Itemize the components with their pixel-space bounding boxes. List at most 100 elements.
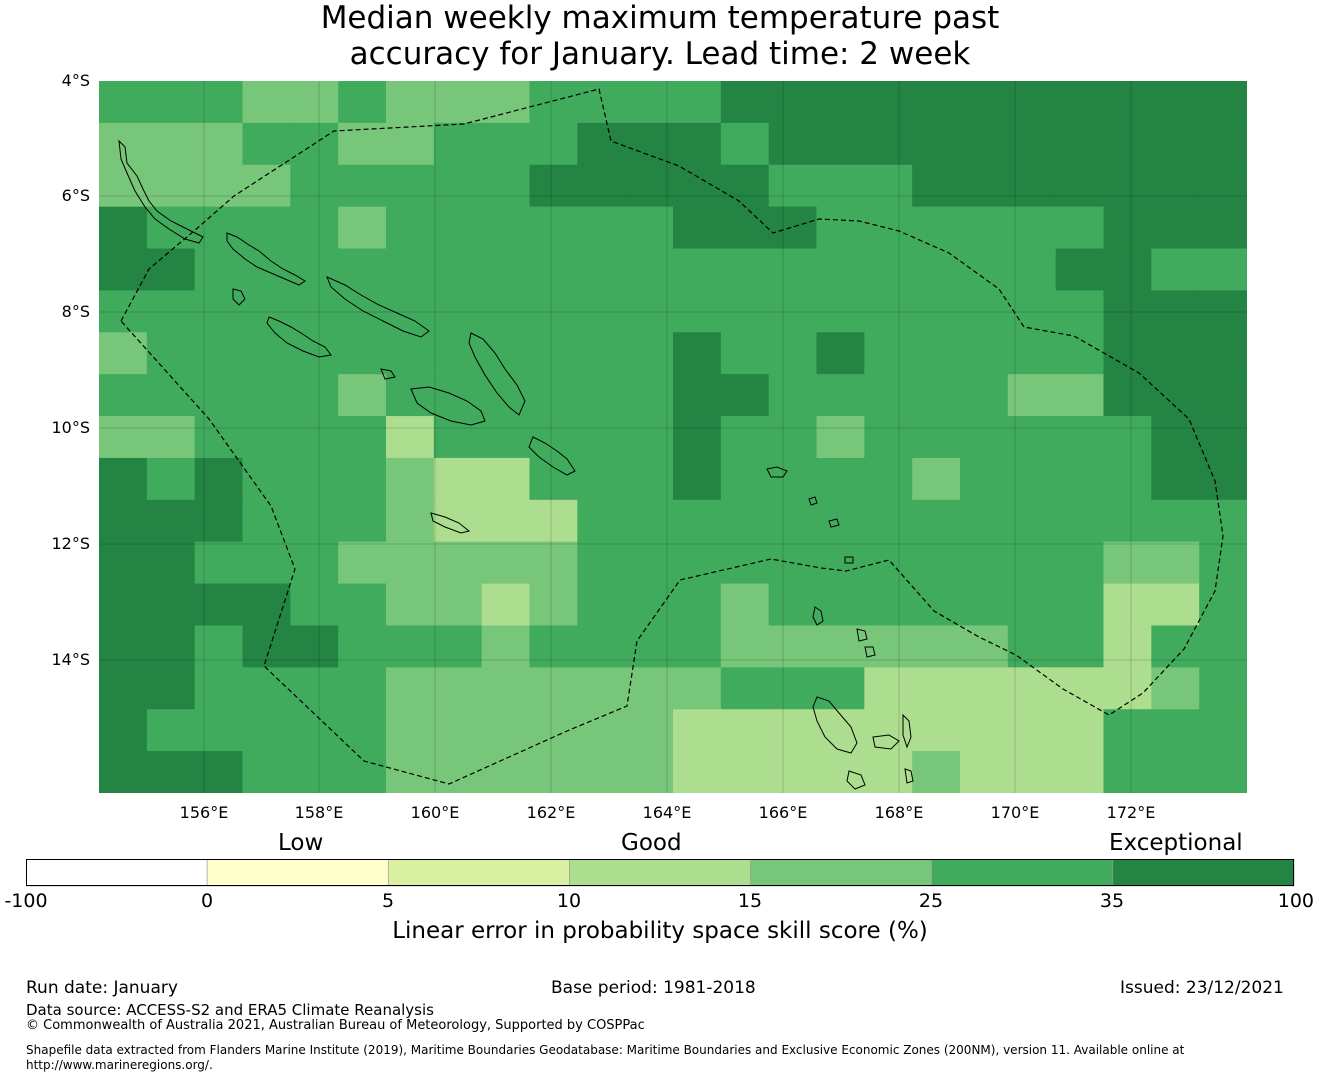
heatmap-cell xyxy=(1055,457,1105,501)
heatmap-cell xyxy=(1199,374,1247,417)
heatmap-cell xyxy=(481,709,531,752)
heatmap-cell xyxy=(1007,416,1057,459)
heatmap-cell xyxy=(1007,122,1057,166)
heatmap-cell xyxy=(768,164,818,208)
heatmap-cell xyxy=(529,751,578,793)
heatmap-cell xyxy=(1199,751,1247,793)
x-tick-label: 162°E xyxy=(526,803,576,822)
malekula-island xyxy=(872,734,900,750)
heatmap-cell xyxy=(338,499,387,543)
heatmap-cell xyxy=(433,541,483,585)
heatmap-cell xyxy=(99,248,148,292)
small-island-east-3 xyxy=(828,518,840,528)
heatmap-cell xyxy=(433,374,483,417)
heatmap-cell xyxy=(768,332,818,375)
heatmap-cell xyxy=(481,248,531,292)
heatmap-cell xyxy=(1103,583,1152,627)
x-tick-label: 158°E xyxy=(294,803,344,822)
heatmap-cell xyxy=(1007,751,1057,793)
heatmap-cell xyxy=(577,290,626,333)
heatmap-cell xyxy=(1199,667,1247,710)
heatmap-cell xyxy=(768,667,818,710)
heatmap-cell xyxy=(816,667,865,710)
title-line-1: Median weekly maximum temperature past xyxy=(320,0,1000,36)
heatmap-cell xyxy=(99,583,148,627)
heatmap-cell xyxy=(338,374,387,417)
heatmap-cell xyxy=(1103,374,1152,417)
heatmap-cell xyxy=(864,81,913,124)
x-tick-label: 168°E xyxy=(874,803,924,822)
heatmap-cell xyxy=(960,416,1009,459)
heatmap-cell xyxy=(146,625,196,668)
heatmap-cell xyxy=(1055,416,1105,459)
heatmap-cell xyxy=(242,206,291,250)
heatmap-cell xyxy=(577,709,626,752)
heatmap-cell xyxy=(1007,81,1057,124)
heatmap-cell xyxy=(577,625,626,668)
heatmap-cell xyxy=(529,499,578,543)
heatmap-cell xyxy=(1151,164,1200,208)
heatmap-cell xyxy=(960,81,1009,124)
heatmap-cell xyxy=(625,416,674,459)
heatmap-cell xyxy=(1055,751,1105,793)
heatmap-cell xyxy=(529,667,578,710)
heatmap-cell xyxy=(673,81,722,124)
x-tick-label: 164°E xyxy=(642,803,692,822)
heatmap-cell xyxy=(625,667,674,710)
heatmap-cell xyxy=(1055,374,1105,417)
heatmap-cell xyxy=(960,122,1009,166)
heatmap-cell xyxy=(577,332,626,375)
heatmap-cell xyxy=(1151,499,1200,543)
heatmap-cell xyxy=(386,667,435,710)
heatmap-cell xyxy=(768,122,818,166)
heatmap-cell xyxy=(529,457,578,501)
heatmap-cell xyxy=(816,709,865,752)
heatmap-cell xyxy=(290,583,339,627)
colorbar-tick-label: 100 xyxy=(1277,890,1314,912)
heatmap-cell xyxy=(433,751,483,793)
heatmap-cell xyxy=(912,583,961,627)
category-low-label: Low xyxy=(278,830,324,856)
heatmap-cell xyxy=(290,541,339,585)
heatmap-cell xyxy=(673,499,722,543)
heatmap-cell xyxy=(720,81,770,124)
heatmap-cell xyxy=(1007,457,1057,501)
heatmap-cell xyxy=(338,457,387,501)
heatmap-cell xyxy=(625,751,674,793)
heatmap-cell xyxy=(1151,583,1200,627)
shapefile-credit-line-1: Shapefile data extracted from Flanders M… xyxy=(26,1043,1185,1057)
heatmap-cell xyxy=(912,164,961,208)
heatmap-cell xyxy=(673,457,722,501)
heatmap-cell xyxy=(1199,457,1247,501)
heatmap-cell xyxy=(912,122,961,166)
heatmap-cell xyxy=(768,416,818,459)
heatmap-cell xyxy=(673,709,722,752)
heatmap-cell xyxy=(864,499,913,543)
heatmap-cell xyxy=(625,499,674,543)
heatmap-cell xyxy=(577,374,626,417)
colorbar-swatch xyxy=(387,859,570,887)
heatmap-cell xyxy=(1199,290,1247,333)
heatmap-cell xyxy=(290,332,339,375)
y-tick-label: 14°S xyxy=(51,650,90,669)
heatmap-cell xyxy=(529,122,578,166)
heatmap-cell xyxy=(1103,164,1152,208)
heatmap-cell xyxy=(1055,499,1105,543)
heatmap-cell xyxy=(577,751,626,793)
heatmap-cell xyxy=(720,625,770,668)
heatmap-cell xyxy=(194,541,244,585)
heatmap-cell xyxy=(720,164,770,208)
heatmap-cell xyxy=(338,751,387,793)
heatmap-cell xyxy=(529,164,578,208)
heatmap-cell xyxy=(720,416,770,459)
heatmap-cell xyxy=(338,81,387,124)
heatmap-cell xyxy=(242,164,291,208)
heatmap-cell xyxy=(386,164,435,208)
heatmap-cell xyxy=(99,541,148,585)
heatmap-cell xyxy=(433,416,483,459)
heatmap-cell xyxy=(290,751,339,793)
heatmap-cell xyxy=(433,332,483,375)
heatmap-cell xyxy=(864,416,913,459)
heatmap-cell xyxy=(577,583,626,627)
heatmap-cell xyxy=(673,667,722,710)
